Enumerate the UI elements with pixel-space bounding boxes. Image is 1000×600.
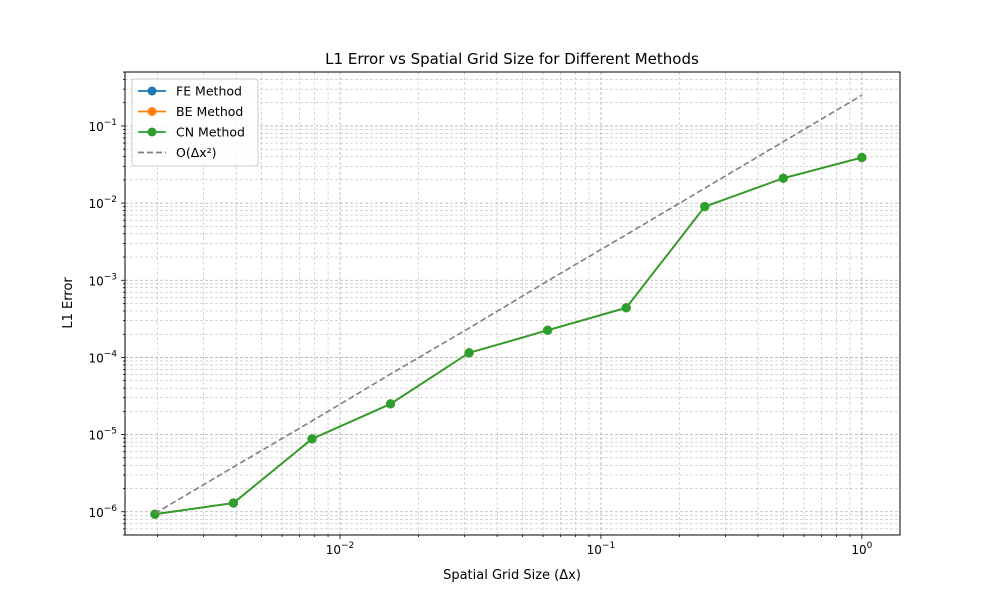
data-point: [700, 202, 710, 212]
legend-label: FE Method: [176, 84, 242, 99]
y-axis-label: L1 Error: [61, 277, 76, 329]
data-point: [621, 303, 631, 313]
data-point: [385, 399, 396, 409]
data-point: [228, 498, 239, 508]
grid: [125, 71, 900, 536]
chart-title: L1 Error vs Spatial Grid Size for Differ…: [325, 50, 699, 68]
data-point: [857, 152, 867, 163]
data-point: [543, 325, 553, 335]
legend-label: O(Δx²): [176, 145, 217, 160]
legend-box: [131, 78, 259, 167]
legend-marker: [147, 86, 157, 96]
legend-label: BE Method: [176, 104, 243, 119]
legend-marker: [147, 127, 157, 137]
x-axis-label: Spatial Grid Size (Δx): [443, 568, 581, 583]
legend: FE Method BE Method CN Method O(Δx²): [131, 78, 259, 167]
data-point: [464, 348, 474, 358]
series-layer: [150, 94, 867, 519]
series-line-2: [154, 156, 863, 516]
data-point: [778, 173, 788, 183]
series-line-3: [154, 94, 863, 515]
legend-marker: [147, 107, 157, 116]
data-point: [307, 434, 317, 444]
legend-label: CN Method: [176, 125, 245, 140]
